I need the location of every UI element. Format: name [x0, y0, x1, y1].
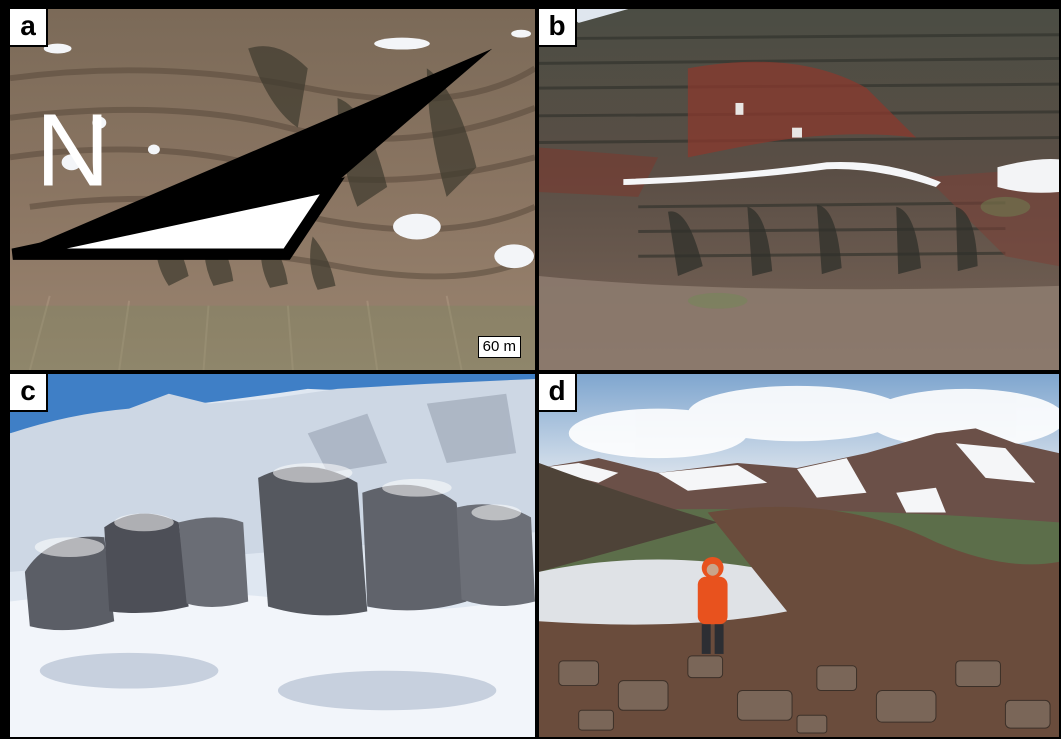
- panel-label-a: a: [10, 9, 48, 47]
- panel-b-cliff-photo: b: [537, 7, 1061, 372]
- person-figure: [697, 556, 728, 654]
- panel-b-image: [539, 9, 1059, 370]
- panel-label-d: d: [539, 374, 577, 412]
- svg-text:N: N: [36, 93, 110, 208]
- panel-a-aerial-photo: a N 60 m: [8, 7, 537, 372]
- panel-d-image: [539, 374, 1059, 737]
- scale-bar-label: 60 m: [477, 336, 521, 358]
- panel-c-image: [10, 374, 535, 737]
- panel-c-snowy-rocks-photo: c: [8, 372, 537, 739]
- panel-label-b: b: [539, 9, 577, 47]
- panel-d-boulder-field-photo: d: [537, 372, 1061, 739]
- panel-label-c: c: [10, 374, 48, 412]
- north-arrow-icon: N: [11, 48, 493, 260]
